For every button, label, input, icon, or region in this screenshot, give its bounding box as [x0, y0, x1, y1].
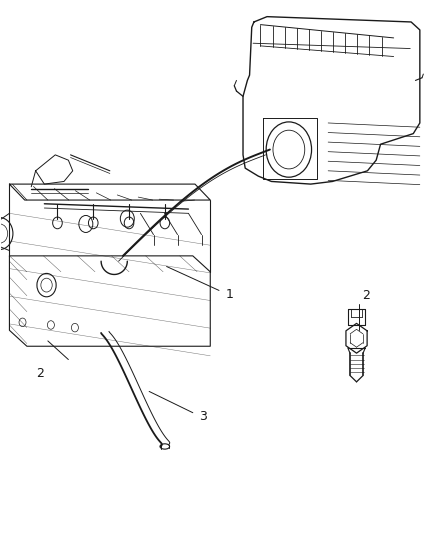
Text: 1: 1 [226, 288, 233, 301]
Text: 2: 2 [362, 289, 370, 302]
Text: 2: 2 [36, 367, 44, 381]
Text: 3: 3 [199, 410, 207, 423]
